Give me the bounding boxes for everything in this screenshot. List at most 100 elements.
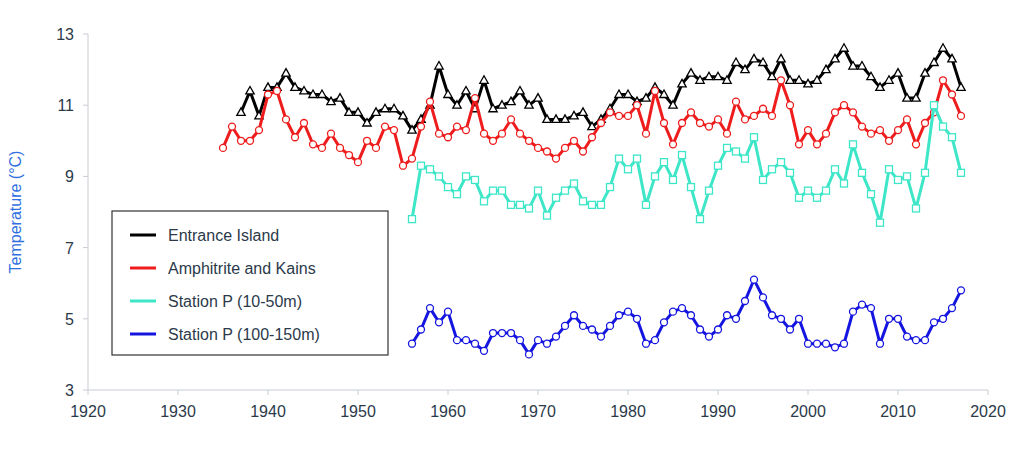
data-point [687,69,695,77]
data-point [408,126,416,133]
data-point [499,187,506,194]
data-point [445,308,452,315]
data-point [949,305,956,312]
data-point [499,130,506,137]
data-point [616,112,623,119]
data-point [436,130,443,137]
data-point [462,86,470,94]
data-point [769,112,776,119]
legend-swatch [130,300,156,303]
legend-swatch [130,267,156,270]
data-point [723,76,731,84]
data-point [904,173,911,180]
data-point [498,101,506,109]
x-tick [718,390,719,395]
y-tick [83,318,88,319]
data-point [562,322,569,329]
data-point [697,120,704,127]
data-point [931,102,938,109]
series-line [241,48,961,130]
data-point [625,166,632,173]
data-point [904,116,911,123]
data-point [858,62,866,70]
data-point [580,322,587,329]
data-point [642,94,650,102]
data-point [544,212,551,219]
data-point [238,137,245,144]
data-point [823,130,830,137]
data-point [589,134,596,141]
data-point [669,101,677,109]
data-point [543,115,551,123]
data-point [751,276,758,283]
data-point [381,104,389,112]
y-tick [83,390,88,391]
data-point [562,187,569,194]
data-point [697,216,704,223]
data-point [598,333,605,340]
legend-label: Entrance Island [168,227,279,244]
series-line [412,280,961,355]
data-point [247,137,254,144]
data-point [867,72,875,80]
data-point [904,333,911,340]
data-point [958,112,965,119]
data-point [634,315,641,322]
data-point [661,319,668,326]
data-point [957,83,965,91]
data-point [822,65,830,73]
data-point [643,340,650,347]
data-point [345,108,353,116]
data-point [337,144,344,151]
data-point [598,201,605,208]
data-point [579,108,587,116]
data-point [427,305,434,312]
data-point [607,109,614,116]
data-point [697,326,704,333]
data-point [742,116,749,123]
data-point [472,95,479,102]
data-point [373,144,380,151]
data-point [454,191,461,198]
y-tick-label: 7 [65,240,74,257]
data-point [733,98,740,105]
data-point [742,298,749,305]
x-tick-label: 2010 [880,403,916,420]
data-point [759,58,767,66]
data-point [670,141,677,148]
data-point [868,191,875,198]
data-point [679,305,686,312]
data-point [661,120,668,127]
data-point [958,169,965,176]
data-point [589,201,596,208]
data-point [724,130,731,137]
y-tick [83,176,88,177]
data-point [679,120,686,127]
data-point [571,137,578,144]
data-point [435,62,443,70]
data-point [535,187,542,194]
data-point [895,176,902,183]
data-point [940,123,947,130]
data-point [544,340,551,347]
x-tick-label: 1940 [250,403,286,420]
data-point [778,159,785,166]
data-point [481,198,488,205]
data-point [849,62,857,70]
data-point [616,155,623,162]
data-point [949,134,956,141]
data-point [534,94,542,102]
data-point [355,159,362,166]
data-point [814,340,821,347]
data-point [715,326,722,333]
data-point [688,109,695,116]
data-point [489,104,497,112]
data-point [589,326,596,333]
x-tick [808,390,809,395]
legend-label: Station P (100-150m) [168,326,320,343]
data-point [769,312,776,319]
data-point [814,194,821,201]
data-point [481,130,488,137]
y-axis-label: Temperature (°C) [7,151,24,274]
data-point [706,333,713,340]
